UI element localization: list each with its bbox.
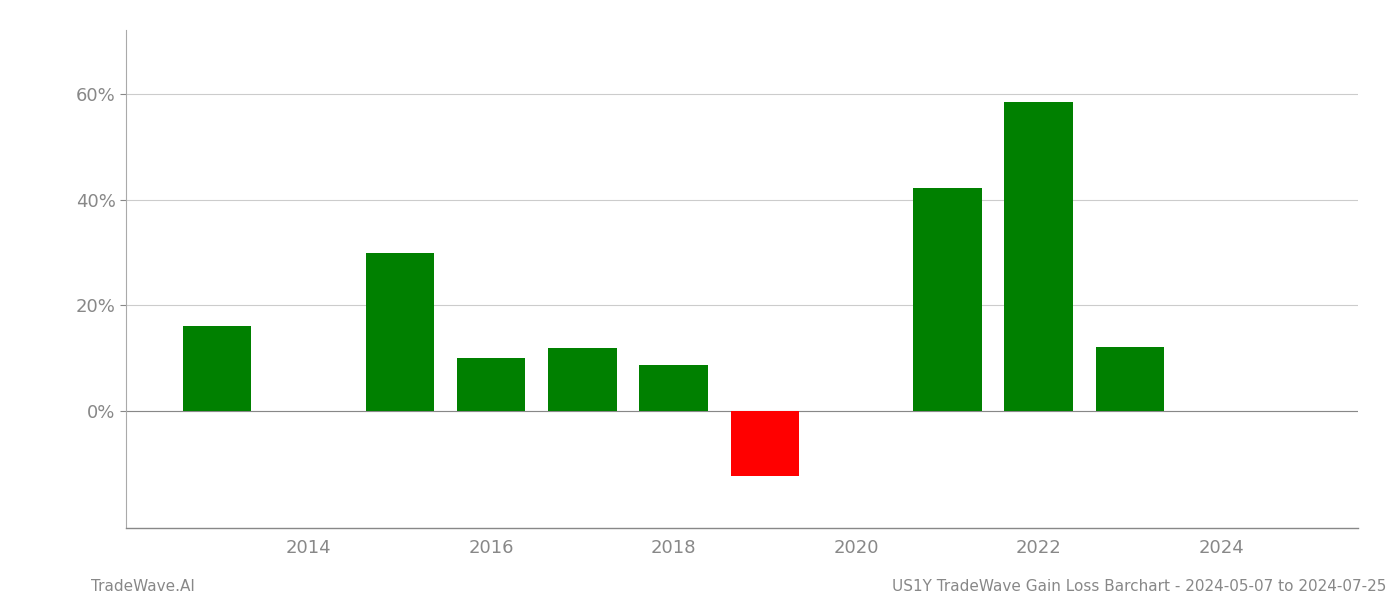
- Bar: [183, 326, 252, 412]
- Bar: [1096, 347, 1163, 412]
- Bar: [913, 188, 981, 412]
- Bar: [547, 348, 616, 412]
- Bar: [1004, 101, 1072, 412]
- Bar: [365, 253, 434, 412]
- Bar: [640, 365, 708, 412]
- Text: TradeWave.AI: TradeWave.AI: [91, 579, 195, 594]
- Bar: [456, 358, 525, 412]
- Bar: [731, 412, 799, 476]
- Text: US1Y TradeWave Gain Loss Barchart - 2024-05-07 to 2024-07-25: US1Y TradeWave Gain Loss Barchart - 2024…: [892, 579, 1386, 594]
